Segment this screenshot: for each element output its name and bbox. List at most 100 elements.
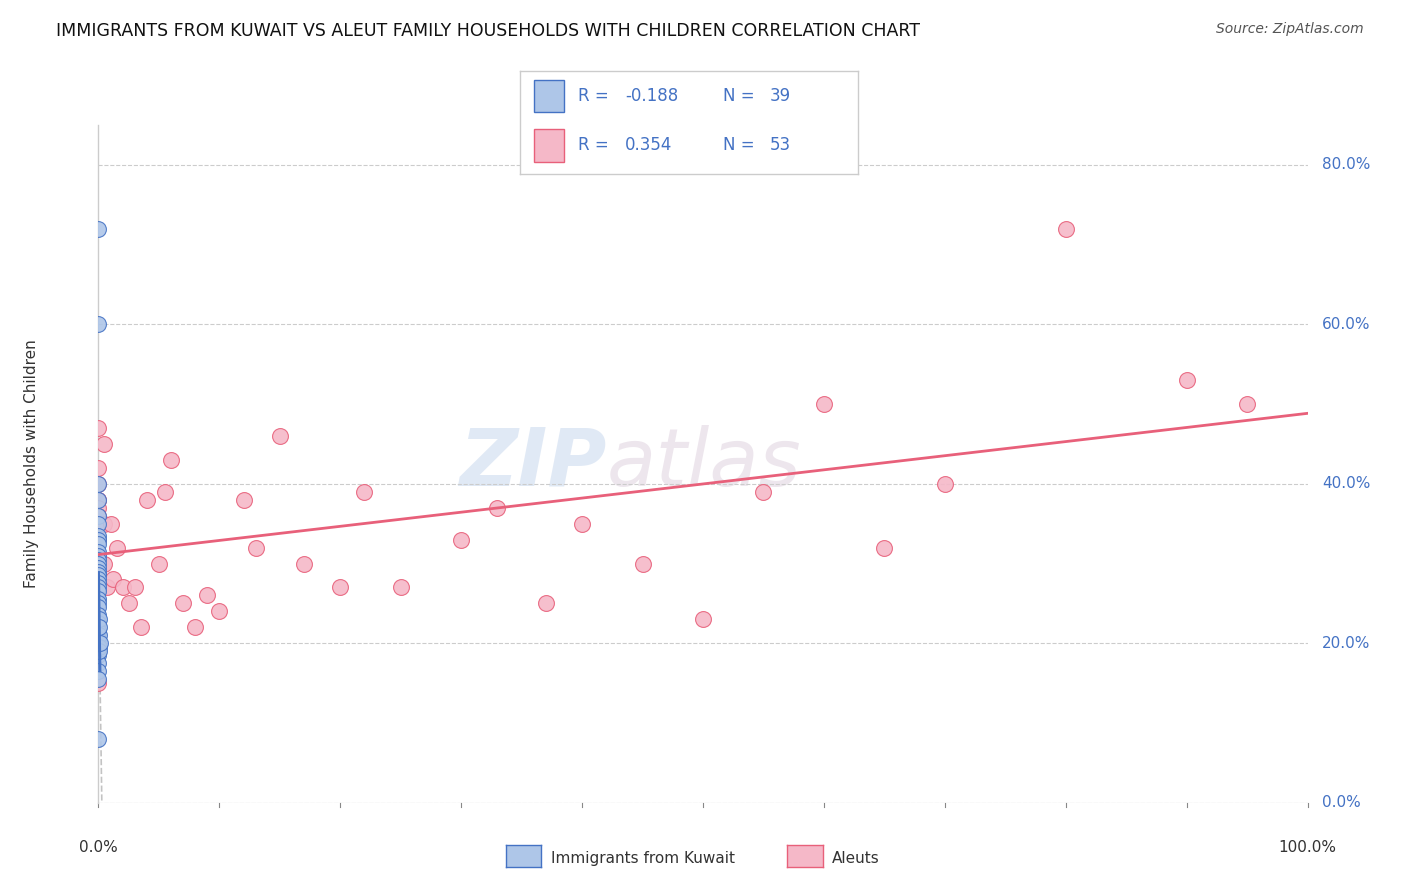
Text: IMMIGRANTS FROM KUWAIT VS ALEUT FAMILY HOUSEHOLDS WITH CHILDREN CORRELATION CHAR: IMMIGRANTS FROM KUWAIT VS ALEUT FAMILY H… [56,22,921,40]
Point [87,221,110,235]
Point [87,573,110,587]
Point [87,573,110,587]
Point [93,437,115,451]
Point [87,533,110,547]
Point [1236,397,1258,411]
Point [87,460,110,475]
Point [87,560,110,574]
Point [87,552,110,566]
Point [87,565,110,579]
Point [160,453,183,467]
Point [1175,373,1198,387]
Text: Family Households with Children: Family Households with Children [24,340,39,588]
Point [101,573,124,587]
FancyBboxPatch shape [534,79,564,112]
Point [87,596,110,610]
Point [87,731,110,746]
Text: 0.354: 0.354 [624,136,672,154]
Point [89,612,111,626]
Point [87,557,110,571]
Point [329,581,352,595]
Point [195,589,218,603]
Text: 0.0%: 0.0% [79,840,118,855]
Point [353,484,375,499]
Point [87,549,110,563]
Point [87,640,110,655]
Text: 39: 39 [770,87,792,105]
Text: -0.188: -0.188 [624,87,678,105]
Point [208,604,231,618]
Point [87,584,110,599]
Point [87,492,110,507]
Point [87,648,110,663]
Text: 40.0%: 40.0% [1322,476,1371,491]
Text: 60.0%: 60.0% [1322,317,1371,332]
Point [692,612,714,626]
Point [87,576,110,591]
Point [87,676,110,690]
Text: 53: 53 [770,136,792,154]
Point [269,429,291,443]
Point [89,644,111,658]
Point [87,664,110,678]
Point [96,581,118,595]
Text: N =: N = [723,87,759,105]
Point [87,592,110,607]
Point [87,549,110,563]
Point [752,484,775,499]
FancyBboxPatch shape [534,128,564,161]
Point [87,544,110,558]
Point [129,620,152,634]
Point [87,557,110,571]
Point [87,608,110,623]
Text: 0.0%: 0.0% [1322,796,1361,810]
Text: R =: R = [578,87,613,105]
Point [87,492,110,507]
Point [87,600,110,615]
Point [1054,221,1077,235]
Point [172,596,194,610]
Point [87,632,110,647]
Point [631,557,654,571]
Point [118,596,141,610]
Point [87,476,110,491]
Point [873,541,896,555]
Point [100,516,122,531]
Text: 20.0%: 20.0% [1322,636,1371,651]
Point [87,516,110,531]
Point [87,565,110,579]
Point [93,516,115,531]
Point [87,616,110,631]
Point [292,557,315,571]
Point [148,557,170,571]
Point [87,421,110,435]
Point [934,476,956,491]
Point [87,318,110,332]
Point [486,500,509,515]
Point [105,541,128,555]
Point [87,533,110,547]
Point [89,636,111,650]
Text: ZIP: ZIP [458,425,606,503]
Point [135,492,157,507]
Point [450,533,472,547]
Point [87,657,110,671]
Point [87,628,110,642]
Point [87,500,110,515]
Point [87,508,110,523]
Text: Source: ZipAtlas.com: Source: ZipAtlas.com [1216,22,1364,37]
Point [184,620,207,634]
Point [813,397,835,411]
Point [87,516,110,531]
Point [87,581,110,595]
Text: R =: R = [578,136,613,154]
Point [389,581,412,595]
Text: atlas: atlas [606,425,801,503]
Point [124,581,146,595]
Point [87,536,110,550]
Point [87,672,110,686]
Text: Immigrants from Kuwait: Immigrants from Kuwait [551,851,735,865]
Point [232,492,254,507]
Point [87,492,110,507]
Point [87,568,110,582]
